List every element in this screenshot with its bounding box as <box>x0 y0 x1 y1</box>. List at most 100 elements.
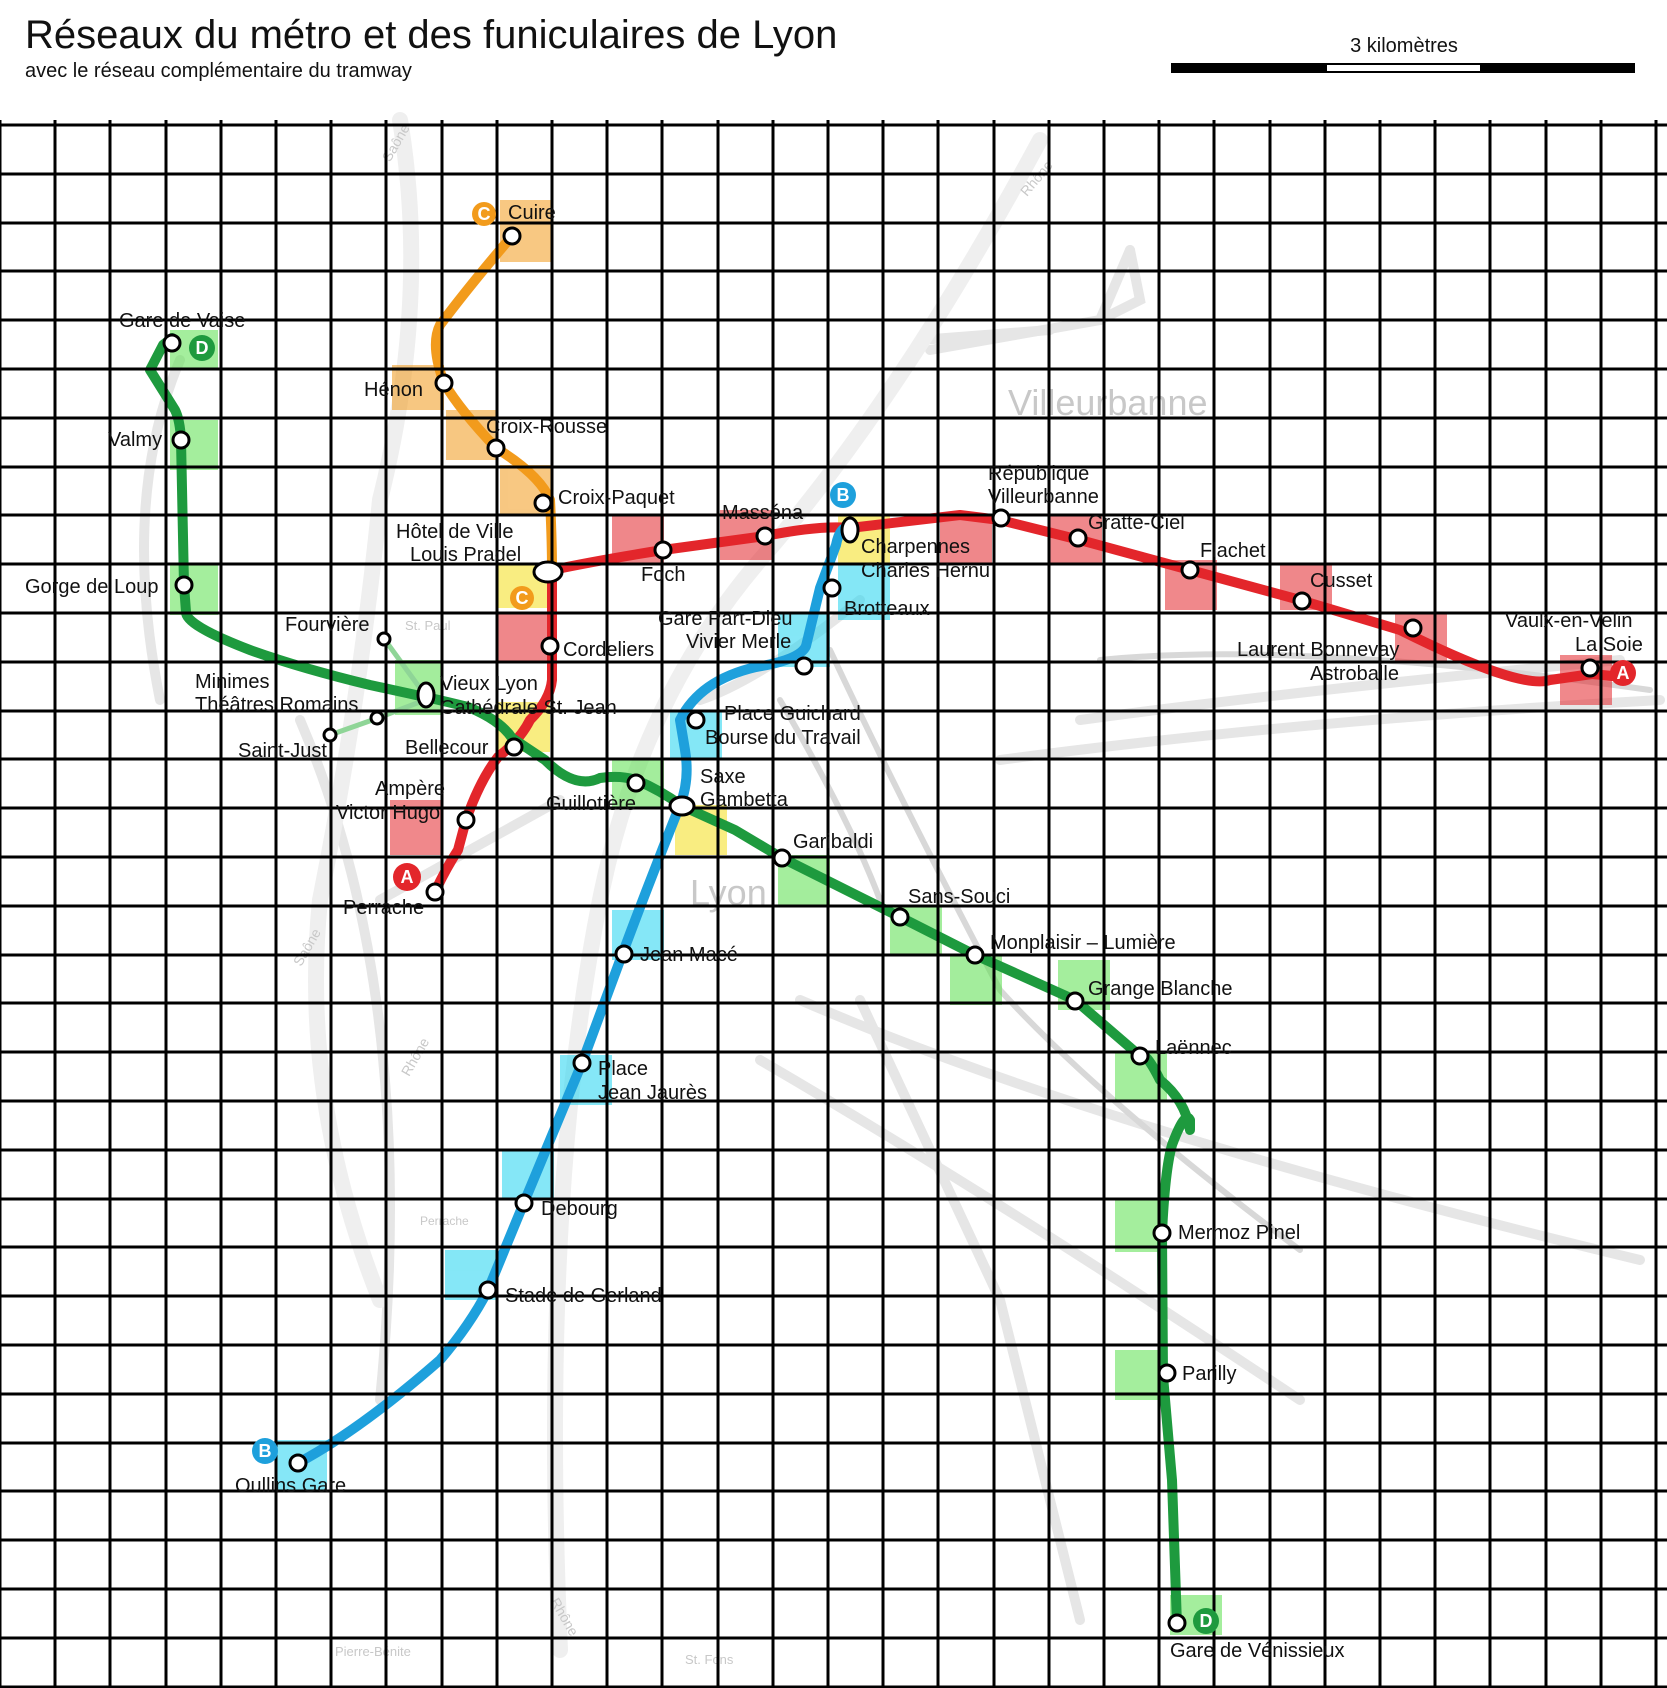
station-label-hotel-de-ville: Hôtel de Ville <box>396 521 513 543</box>
station-marker-sans-souci[interactable] <box>890 907 910 927</box>
station-marker-croix-paquet[interactable] <box>533 493 553 513</box>
line-c-badge-letter: C <box>516 588 529 608</box>
station-label-republique: République <box>988 463 1089 485</box>
line-a-badge-perrache[interactable]: A <box>393 863 421 891</box>
scale-label: 3 kilomètres <box>1350 35 1458 57</box>
station-marker-place-guichard[interactable] <box>686 710 706 730</box>
station-label-gare-part-dieu: Gare Part-Dieu <box>658 608 793 630</box>
station-marker-laennec[interactable] <box>1130 1046 1150 1066</box>
station-label-astroballe: Astroballe <box>1310 663 1399 685</box>
line-b-badge-oullins[interactable]: B <box>252 1438 278 1464</box>
bg-label-villeurbanne: Villeurbanne <box>1008 382 1208 423</box>
station-label-victor-hugo: Victor Hugo <box>336 802 440 824</box>
station-label-gare-de-vaise: Gare de Vaise <box>119 310 245 332</box>
station-marker-gratte-ciel[interactable] <box>1068 528 1088 548</box>
station-label-laennec: Laënnec <box>1155 1037 1232 1059</box>
station-label-stade-de-gerland: Stade de Gerland <box>505 1285 662 1307</box>
station-label-theatres-romains: Théâtres Romains <box>195 694 358 716</box>
station-label-valmy: Valmy <box>108 429 162 451</box>
station-label-brotteaux: Brotteaux <box>844 598 930 620</box>
station-marker-stade-de-gerland[interactable] <box>478 1280 498 1300</box>
station-label-perrache: Perrache <box>343 897 424 919</box>
line-d-badge-vaise[interactable]: D <box>189 335 215 361</box>
metro-line-b <box>293 522 855 1468</box>
station-marker-fourviere[interactable] <box>376 631 392 647</box>
station-label-jean-mace: Jean Macé <box>640 944 738 966</box>
line-c-badge-cuire[interactable]: C <box>472 202 496 226</box>
station-label-guillotiere: Guillotière <box>546 793 636 815</box>
station-marker-charpennes[interactable] <box>840 516 860 544</box>
station-marker-massena[interactable] <box>755 526 775 546</box>
bg-label-rhone-2: Rhône <box>398 1035 433 1079</box>
station-marker-guillotiere[interactable] <box>626 773 646 793</box>
map-title: Réseaux du métro et des funiculaires de … <box>25 13 837 57</box>
station-marker-perrache[interactable] <box>425 882 445 902</box>
station-label-garibaldi: Garibaldi <box>793 831 873 853</box>
station-label-fourviere: Fourvière <box>285 614 369 636</box>
station-marker-monplaisir-lumiere[interactable] <box>965 945 985 965</box>
station-marker-saint-just[interactable] <box>322 727 338 743</box>
station-label-grange-blanche: Grange Blanche <box>1088 978 1233 1000</box>
station-marker-laurent-bonnevay[interactable] <box>1403 618 1423 638</box>
station-marker-flachet[interactable] <box>1180 560 1200 580</box>
station-label-bourse-du-travail: Bourse du Travail <box>705 727 861 749</box>
station-marker-parilly[interactable] <box>1157 1363 1177 1383</box>
station-label-gorge-de-loup: Gorge de Loup <box>25 576 158 598</box>
station-marker-foch[interactable] <box>653 540 673 560</box>
station-marker-garibaldi[interactable] <box>772 848 792 868</box>
station-marker-debourg[interactable] <box>514 1193 534 1213</box>
scale-bar-middle-segment <box>1327 65 1480 71</box>
line-a-badge-letter: A <box>1617 663 1630 683</box>
station-label-saxe: Saxe <box>700 766 746 788</box>
station-label-la-soie: La Soie <box>1575 634 1643 656</box>
line-d-badge-letter: D <box>196 338 209 358</box>
bg-label-perrache: Perrache <box>420 1214 469 1228</box>
station-label-flachet: Flachet <box>1200 540 1266 562</box>
station-marker-hotel-de-ville[interactable] <box>532 560 564 584</box>
station-marker-gare-de-vaise[interactable] <box>162 333 182 353</box>
station-marker-jean-mace[interactable] <box>614 944 634 964</box>
line-c-badge-hdv[interactable]: C <box>510 586 534 610</box>
station-marker-republique[interactable] <box>991 508 1011 528</box>
station-marker-bellecour[interactable] <box>504 737 524 757</box>
station-marker-minimes[interactable] <box>369 710 385 726</box>
station-marker-ampere[interactable] <box>456 810 476 830</box>
station-label-monplaisir-lumiere: Monplaisir – Lumière <box>990 932 1176 954</box>
station-marker-cordeliers[interactable] <box>540 636 560 656</box>
station-marker-gare-part-dieu[interactable] <box>794 656 814 676</box>
station-label-cathedrale-st-jean: Cathédrale St. Jean <box>440 697 617 719</box>
station-label-henon: Hénon <box>364 379 423 401</box>
station-marker-valmy[interactable] <box>171 430 191 450</box>
station-marker-mermoz-pinel[interactable] <box>1152 1223 1172 1243</box>
station-label-place: Place <box>598 1058 648 1080</box>
station-label-oullins-gare: Oullins Gare <box>235 1475 346 1497</box>
line-a-badge-vaulx[interactable]: A <box>1610 660 1636 686</box>
bg-label-st-paul: St. Paul <box>405 618 451 633</box>
station-marker-cuire[interactable] <box>502 226 522 246</box>
line-d-badge-venissieux[interactable]: D <box>1193 1608 1219 1634</box>
station-label-vieux-lyon: Vieux Lyon <box>440 673 538 695</box>
station-label-parilly: Parilly <box>1182 1363 1236 1385</box>
bg-label-pierre-benite: Pierre-Bénite <box>335 1644 411 1659</box>
station-label-laurent-bonnevay: Laurent Bonnevay <box>1237 639 1399 661</box>
station-marker-grange-blanche[interactable] <box>1065 991 1085 1011</box>
station-label-bellecour: Bellecour <box>405 737 489 759</box>
station-label-charles-hernu: Charles Hernu <box>861 560 990 582</box>
station-marker-vaulx-en-velin[interactable] <box>1580 658 1600 678</box>
station-marker-croix-rousse[interactable] <box>486 438 506 458</box>
line-b-badge-charpennes[interactable]: B <box>830 482 856 508</box>
station-marker-vieux-lyon[interactable] <box>416 681 436 709</box>
station-label-minimes: Minimes <box>195 671 269 693</box>
station-marker-cusset[interactable] <box>1292 591 1312 611</box>
station-marker-gorge-de-loup[interactable] <box>174 575 194 595</box>
map-subtitle: avec le réseau complémentaire du tramway <box>25 60 412 82</box>
station-label-mermoz-pinel: Mermoz Pinel <box>1178 1222 1300 1244</box>
station-marker-saxe-gambetta[interactable] <box>668 795 696 817</box>
station-marker-oullins-gare[interactable] <box>288 1453 308 1473</box>
station-marker-brotteaux[interactable] <box>822 578 842 598</box>
station-marker-gare-de-venissieux[interactable] <box>1167 1613 1187 1633</box>
station-marker-place-jean-jaures[interactable] <box>572 1053 592 1073</box>
station-label-gambetta: Gambetta <box>700 789 789 811</box>
station-marker-henon[interactable] <box>434 373 454 393</box>
station-label-louis-pradel: Louis Pradel <box>410 544 521 566</box>
